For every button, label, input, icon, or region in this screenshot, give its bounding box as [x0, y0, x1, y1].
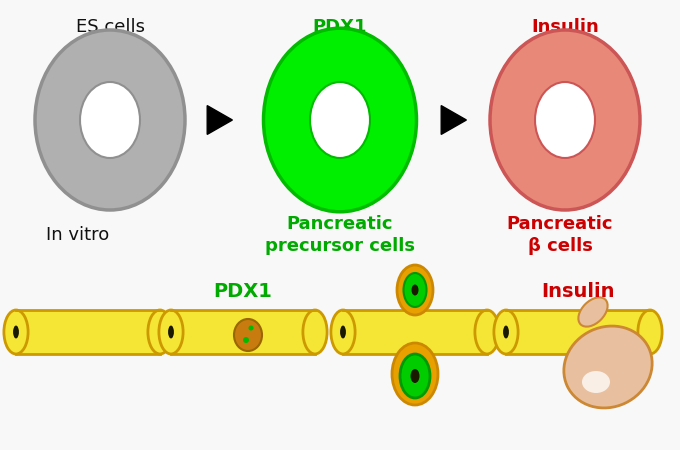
Text: PDX1: PDX1 [313, 18, 367, 36]
Ellipse shape [579, 297, 608, 327]
Text: Pancreatic
precursor cells: Pancreatic precursor cells [265, 215, 415, 255]
Ellipse shape [264, 28, 416, 212]
Ellipse shape [148, 310, 172, 354]
Text: In vitro: In vitro [46, 226, 109, 244]
FancyBboxPatch shape [171, 310, 315, 354]
Ellipse shape [303, 310, 327, 354]
Ellipse shape [310, 82, 370, 158]
Ellipse shape [341, 326, 345, 338]
Ellipse shape [4, 310, 28, 354]
Ellipse shape [638, 310, 662, 354]
Text: ES cells: ES cells [75, 18, 144, 36]
Ellipse shape [243, 337, 249, 343]
Ellipse shape [504, 326, 509, 338]
Ellipse shape [169, 326, 173, 338]
Polygon shape [207, 106, 233, 135]
Polygon shape [441, 106, 466, 135]
FancyBboxPatch shape [343, 310, 487, 354]
Text: Pancreatic
β cells: Pancreatic β cells [507, 215, 613, 255]
Ellipse shape [411, 369, 420, 383]
Ellipse shape [535, 82, 595, 158]
Ellipse shape [234, 319, 262, 351]
Ellipse shape [475, 310, 499, 354]
Ellipse shape [411, 284, 418, 296]
FancyBboxPatch shape [506, 310, 650, 354]
Text: Insulin: Insulin [531, 18, 599, 36]
Ellipse shape [564, 326, 652, 408]
Ellipse shape [159, 310, 183, 354]
Ellipse shape [582, 371, 610, 393]
Ellipse shape [80, 82, 140, 158]
Ellipse shape [397, 265, 433, 315]
FancyBboxPatch shape [16, 310, 160, 354]
Ellipse shape [35, 30, 185, 210]
Ellipse shape [490, 30, 640, 210]
Ellipse shape [494, 310, 518, 354]
Text: Insulin: Insulin [541, 282, 615, 301]
Ellipse shape [403, 273, 426, 307]
Ellipse shape [14, 326, 18, 338]
Ellipse shape [248, 325, 254, 330]
Ellipse shape [400, 354, 430, 398]
Ellipse shape [331, 310, 355, 354]
Ellipse shape [392, 343, 438, 405]
Text: PDX1: PDX1 [214, 282, 273, 301]
